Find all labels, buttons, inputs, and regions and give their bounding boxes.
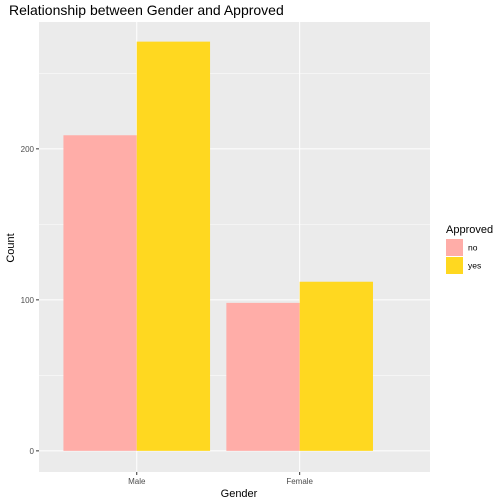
legend-key-yes — [446, 257, 463, 274]
legend-label-no: no — [468, 243, 478, 253]
x-tick-label: Male — [128, 477, 146, 486]
chart-title: Relationship between Gender and Approved — [9, 2, 284, 18]
x-axis-title: Gender — [221, 488, 258, 500]
legend-key-no — [446, 239, 463, 256]
legend-label-yes: yes — [468, 261, 481, 271]
bar-yes-female — [299, 281, 373, 451]
x-tick-label: Female — [286, 477, 313, 486]
legend: Approved no yes — [446, 224, 493, 274]
y-axis: 0 100 200 — [21, 145, 39, 456]
legend-title: Approved — [446, 224, 493, 236]
bar-no-female — [226, 302, 300, 451]
y-tick-label: 200 — [21, 145, 35, 154]
bar-no-male — [63, 135, 137, 451]
y-axis-title: Count — [5, 233, 17, 262]
y-tick-label: 100 — [21, 296, 35, 305]
y-tick-label: 0 — [30, 447, 35, 456]
bars — [63, 41, 373, 451]
x-axis: Male Female — [128, 472, 314, 486]
bar-yes-male — [136, 41, 211, 451]
